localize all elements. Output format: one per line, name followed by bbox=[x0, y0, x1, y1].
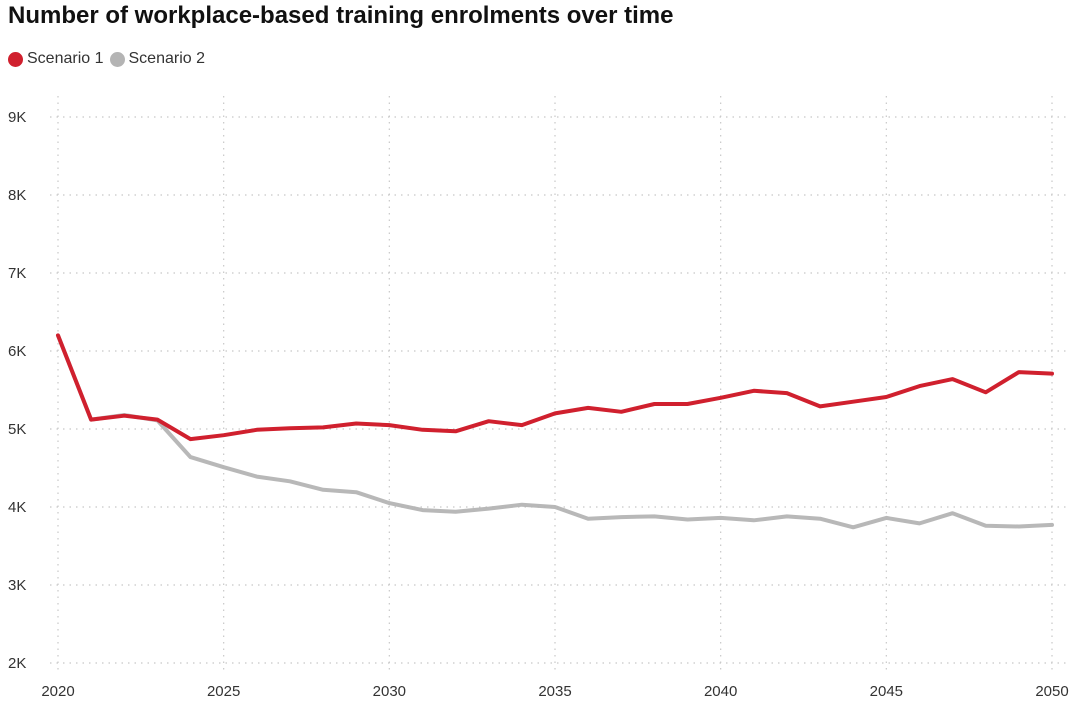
y-tick-label: 2K bbox=[8, 655, 26, 672]
legend-item-scenario-2[interactable]: Scenario 2 bbox=[109, 50, 206, 68]
y-tick-label: 8K bbox=[8, 187, 26, 204]
x-tick-label: 2050 bbox=[1035, 683, 1068, 700]
series-line-scenario-2[interactable] bbox=[56, 333, 1054, 530]
y-tick-label: 6K bbox=[8, 343, 26, 360]
chart-legend: Scenario 1 Scenario 2 bbox=[8, 50, 211, 68]
x-tick-label: 2030 bbox=[373, 683, 406, 700]
series-line-scenario-1[interactable] bbox=[56, 333, 1054, 442]
y-tick-label: 5K bbox=[8, 421, 26, 438]
legend-label-scenario-2: Scenario 2 bbox=[128, 50, 206, 67]
legend-label-scenario-1: Scenario 1 bbox=[27, 50, 104, 67]
y-tick-label: 9K bbox=[8, 109, 26, 126]
legend-swatch-scenario-1 bbox=[8, 51, 23, 67]
x-tick-label: 2025 bbox=[207, 683, 240, 700]
x-tick-label: 2045 bbox=[870, 683, 903, 700]
y-tick-label: 3K bbox=[8, 577, 26, 594]
y-tick-label: 7K bbox=[8, 265, 26, 282]
y-tick-label: 4K bbox=[8, 499, 26, 516]
legend-swatch-scenario-2 bbox=[109, 51, 125, 67]
legend-item-scenario-1[interactable]: Scenario 1 bbox=[8, 50, 104, 68]
x-tick-label: 2020 bbox=[41, 683, 74, 700]
x-tick-label: 2040 bbox=[704, 683, 737, 700]
chart-title: Number of workplace-based training enrol… bbox=[8, 2, 674, 29]
x-tick-label: 2035 bbox=[538, 683, 571, 700]
